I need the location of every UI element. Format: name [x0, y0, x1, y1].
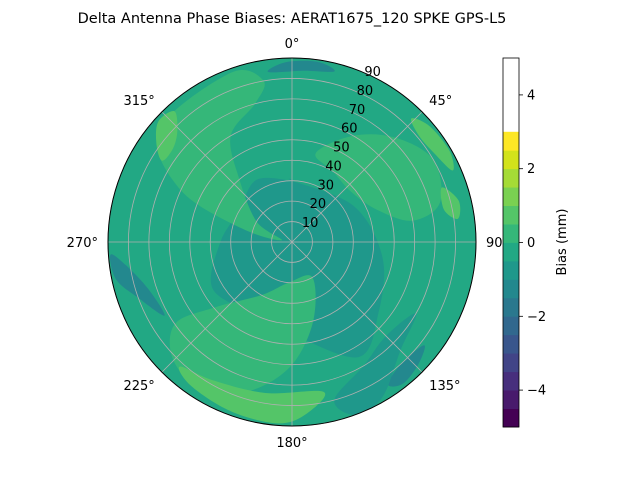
r-tick-label: 50 — [333, 141, 350, 156]
r-tick-label: 10 — [302, 216, 319, 231]
colorbar-tick-label: 2 — [527, 162, 535, 177]
polar-spine — [107, 57, 477, 427]
colorbar-segment — [503, 334, 519, 354]
contour-region — [267, 60, 335, 73]
contour-region — [109, 254, 165, 316]
theta-tick-label: 0° — [285, 37, 300, 52]
r-tick-label: 20 — [310, 197, 327, 212]
r-tick-label: 80 — [357, 84, 374, 99]
colorbar: −4 −2 0 2 4 — [502, 57, 546, 428]
colorbar-segment — [503, 408, 519, 428]
contour-region — [178, 366, 326, 424]
chart-title: Delta Antenna Phase Biases: AERAT1675_12… — [78, 11, 507, 27]
colorbar-tick-label: −2 — [527, 310, 546, 325]
colorbar-label: Bias (mm) — [555, 209, 570, 276]
colorbar-segment — [503, 353, 519, 373]
r-tick-label: 60 — [341, 122, 358, 137]
colorbar-segment — [503, 279, 519, 299]
colorbar-segment — [503, 390, 519, 409]
contour-region — [169, 275, 316, 396]
colorbar-segment — [503, 224, 519, 243]
theta-grid-line — [291, 241, 423, 373]
colorbar-segment — [503, 187, 519, 206]
colorbar-tick-label: 4 — [527, 88, 535, 103]
r-tick-label: 30 — [317, 178, 334, 193]
r-tick-labels: 10 20 30 40 50 60 70 80 90 — [302, 65, 381, 231]
theta-grid-line — [161, 111, 293, 243]
colorbar-segment — [503, 371, 519, 391]
colorbar-tick-label: −4 — [527, 384, 546, 399]
theta-tick-label: 315° — [123, 94, 154, 109]
r-tick-label: 90 — [364, 65, 381, 80]
theta-tick-label: 135° — [429, 379, 460, 394]
plot-area: 10 20 30 40 50 60 70 80 90 — [107, 57, 477, 427]
contour-region — [155, 111, 178, 161]
theta-tick-label: 180° — [276, 436, 307, 451]
colorbar-segment — [503, 150, 519, 170]
theta-tick-label: 45° — [429, 94, 452, 109]
contour-region — [156, 69, 283, 241]
colorbar-segment — [503, 297, 519, 317]
theta-grid-line — [291, 111, 423, 243]
contour-region — [334, 313, 417, 415]
colorbar-segment — [503, 131, 519, 151]
theta-grid-line — [161, 241, 293, 373]
theta-tick-label: 225° — [123, 379, 154, 394]
colorbar-segment — [503, 260, 519, 280]
colorbar-segment — [503, 242, 519, 262]
contour-region — [410, 118, 454, 171]
theta-tick-labels: 0°45°90°135°180°225°270°315° — [67, 37, 509, 451]
r-tick-label: 40 — [325, 159, 342, 174]
contour-region — [387, 345, 425, 387]
colorbar-tick-label: 0 — [527, 236, 535, 251]
colorbar-segment — [503, 205, 519, 225]
colorbar-segment — [503, 316, 519, 336]
theta-tick-label: 270° — [67, 236, 98, 251]
r-tick-label: 70 — [349, 103, 366, 118]
colorbar-segment — [503, 168, 519, 188]
